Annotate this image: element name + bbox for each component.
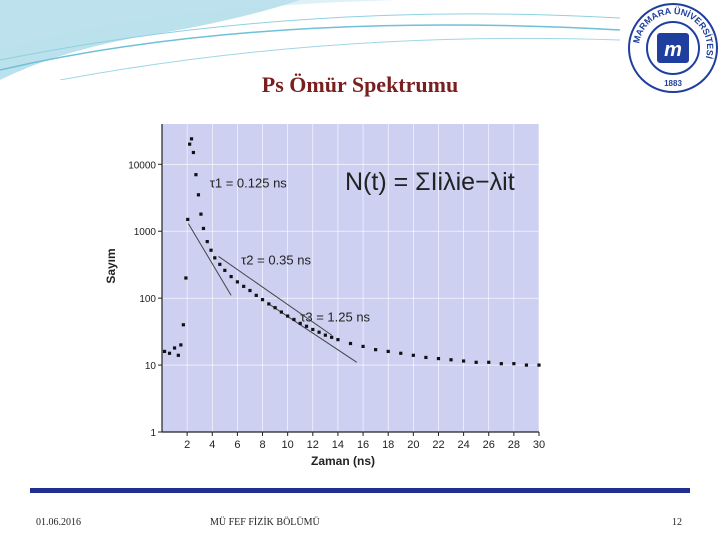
x-tick-label: 8 [259, 439, 265, 451]
data-point [386, 349, 390, 354]
data-point [279, 310, 283, 314]
x-tick-label: 30 [533, 439, 545, 451]
x-tick-label: 2 [184, 439, 190, 451]
header-banner [0, 0, 621, 80]
data-point [436, 356, 441, 361]
data-point [524, 363, 529, 367]
data-point [273, 306, 277, 310]
data-point [254, 293, 258, 297]
data-point [229, 274, 233, 279]
data-point [194, 173, 198, 177]
svg-text:m: m [664, 39, 682, 61]
data-point [361, 344, 365, 349]
footer-date: 01.06.2016 [36, 517, 81, 528]
x-tick-label: 10 [282, 439, 294, 451]
annotation-label: τ2 = 0.35 ns [241, 252, 311, 267]
data-point [311, 327, 315, 332]
x-tick-label: 4 [209, 439, 215, 451]
data-point [336, 338, 340, 342]
data-point [474, 360, 478, 364]
fit-line-τ2 [218, 256, 332, 336]
data-point [248, 288, 252, 293]
data-point [176, 353, 180, 357]
data-point [449, 358, 453, 362]
data-point [213, 256, 217, 260]
data-point [512, 362, 516, 366]
y-axis-label: Sayım [104, 248, 118, 283]
annotation-label: τ3 = 1.25 ns [300, 309, 370, 324]
data-point [167, 351, 172, 355]
page-number: 12 [672, 517, 682, 528]
plot-area [162, 124, 539, 432]
data-point [537, 363, 541, 367]
y-tick-label: 100 [139, 294, 156, 305]
data-point [162, 349, 167, 354]
data-point [323, 333, 327, 337]
x-tick-label: 14 [332, 439, 344, 451]
data-point [242, 284, 246, 288]
data-point [235, 280, 239, 284]
data-point [209, 248, 213, 252]
x-tick-label: 24 [457, 439, 469, 451]
data-point [218, 262, 222, 266]
x-tick-label: 12 [307, 439, 319, 451]
data-point [186, 217, 190, 222]
x-tick-label: 16 [357, 439, 369, 451]
data-point [267, 302, 271, 306]
footer-divider [30, 488, 690, 493]
data-point [286, 314, 290, 318]
x-axis-label: Zaman (ns) [311, 454, 375, 468]
data-point [462, 359, 466, 363]
lifetime-spectrum-chart: 2 4 6 8 10 12 14 16 18 20 22 24 26 28 3011010010001000… [97, 98, 567, 472]
x-tick-label: 22 [432, 439, 444, 451]
data-point [205, 239, 209, 244]
data-point [411, 353, 415, 357]
fit-line-τ1 [187, 223, 232, 296]
data-point [260, 298, 265, 302]
data-point [330, 335, 334, 339]
logo-year: 1883 [664, 79, 682, 88]
data-point [487, 360, 491, 364]
data-point [191, 150, 196, 155]
data-point [179, 343, 183, 347]
data-point [304, 324, 309, 328]
x-tick-label: 28 [508, 439, 520, 451]
data-point [196, 193, 201, 197]
x-tick-label: 6 [234, 439, 240, 451]
data-point [172, 346, 177, 350]
data-point [317, 330, 321, 334]
footer-department: MÜ FEF FİZİK BÖLÜMÜ [210, 517, 320, 528]
y-tick-label: 10000 [128, 160, 156, 171]
data-point [223, 268, 227, 272]
university-logo: m MARMARA ÜNİVERSİTESİ 1883 [628, 3, 718, 93]
x-tick-label: 26 [483, 439, 495, 451]
data-point [292, 317, 296, 322]
y-tick-label: 1000 [134, 227, 157, 238]
data-point [189, 137, 194, 141]
data-point [348, 341, 353, 346]
x-tick-label: 18 [382, 439, 394, 451]
data-point [399, 351, 403, 355]
data-point [181, 323, 185, 327]
data-point [201, 226, 206, 231]
x-tick-label: 20 [407, 439, 419, 451]
annotation-label: τ1 = 0.125 ns [210, 176, 288, 191]
formula-label: N(t) = ΣIiλie−λit [345, 168, 515, 196]
data-point [184, 276, 188, 280]
data-point [424, 355, 428, 360]
data-point [499, 362, 503, 366]
y-tick-label: 10 [145, 361, 157, 372]
fit-line-τ3 [268, 303, 358, 363]
data-point [199, 212, 203, 216]
data-point [188, 142, 192, 146]
data-point [374, 348, 378, 352]
data-point [298, 321, 302, 325]
slide-title: Ps Ömür Spektrumu [261, 72, 459, 97]
y-tick-label: 1 [150, 428, 156, 439]
